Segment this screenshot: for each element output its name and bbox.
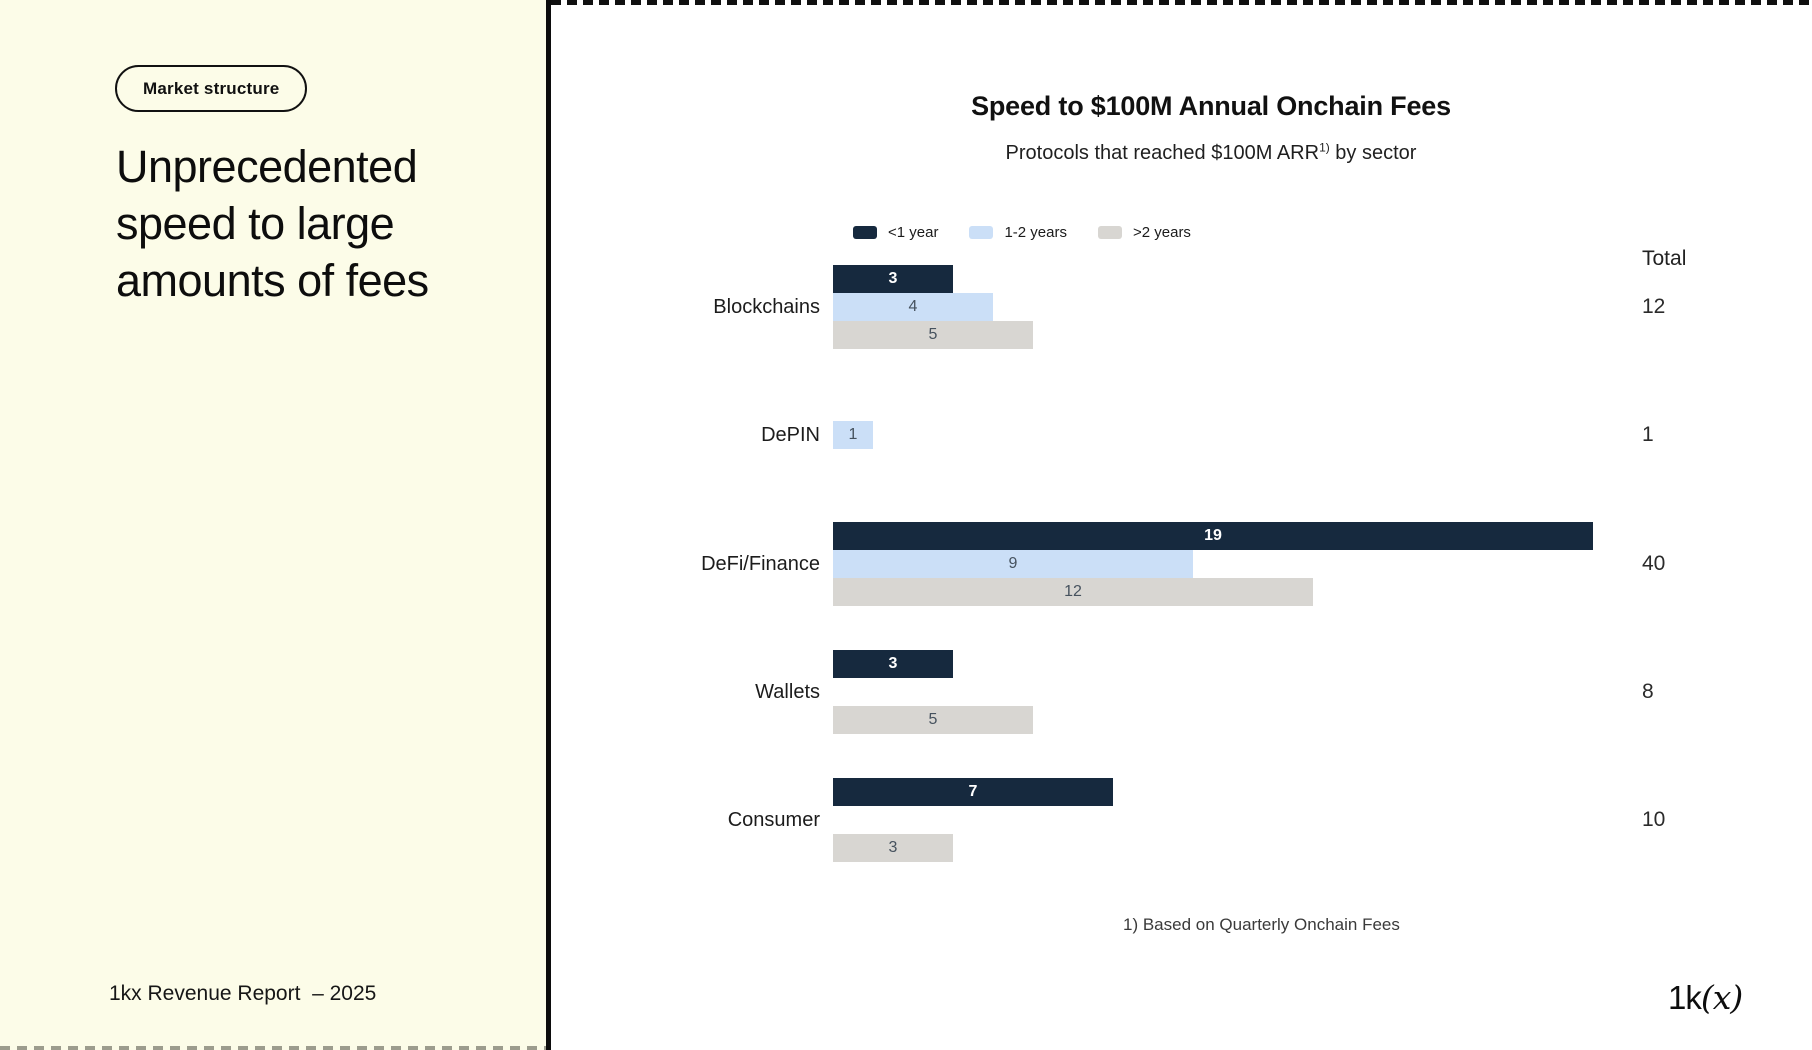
bar: 3 xyxy=(833,265,953,293)
logo-prefix: 1k xyxy=(1668,979,1702,1016)
report-footer: 1kx Revenue Report – 2025 xyxy=(109,982,377,1005)
bar: 7 xyxy=(833,778,1113,806)
chart-subtitle-suffix: by sector xyxy=(1329,142,1417,164)
vertical-divider xyxy=(546,0,551,1050)
bar-value: 9 xyxy=(1008,555,1018,572)
bottom-dashed-border xyxy=(0,1046,546,1050)
company-logo: 1k(x) xyxy=(1668,978,1743,1017)
category-label: Wallets xyxy=(755,681,820,703)
bar: 12 xyxy=(833,578,1313,606)
total-value: 8 xyxy=(1642,680,1654,703)
bar: 1 xyxy=(833,421,873,449)
legend-item: 1-2 years xyxy=(969,224,1067,241)
heading-line-3: amounts of fees xyxy=(116,255,429,306)
section-badge-label: Market structure xyxy=(143,78,280,98)
total-value: 40 xyxy=(1642,552,1666,575)
category-label: DeFi/Finance xyxy=(701,553,820,575)
section-badge: Market structure xyxy=(115,65,308,112)
chart-legend: <1 year 1-2 years >2 years xyxy=(853,224,1191,241)
bar-value: 3 xyxy=(888,270,898,287)
footnote-marker: 1) xyxy=(1319,140,1330,155)
bar-value: 3 xyxy=(888,655,898,672)
bar: 4 xyxy=(833,293,993,321)
bar: 3 xyxy=(833,650,953,678)
chart-subtitle: Protocols that reached $100M ARR1) by se… xyxy=(851,140,1571,165)
bar-value: 3 xyxy=(888,839,898,856)
bar: 5 xyxy=(833,706,1033,734)
bar-value: 4 xyxy=(908,298,918,315)
left-panel xyxy=(0,0,546,1050)
bar: 3 xyxy=(833,834,953,862)
heading-line-1: Unprecedented xyxy=(116,141,418,192)
bar-value: 7 xyxy=(968,783,978,800)
total-value: 1 xyxy=(1642,423,1654,446)
logo-open-paren: ( xyxy=(1700,978,1714,1017)
top-dashed-border xyxy=(551,0,1812,5)
total-column-header: Total xyxy=(1642,247,1687,270)
bar-value: 19 xyxy=(1204,527,1222,544)
bar: 19 xyxy=(833,522,1593,550)
legend-swatch xyxy=(969,226,994,239)
bar-value: 1 xyxy=(848,426,858,443)
legend-item: <1 year xyxy=(853,224,938,241)
legend-swatch xyxy=(853,226,877,239)
bar: 5 xyxy=(833,321,1033,349)
category-label: DePIN xyxy=(761,424,820,446)
bar-value: 5 xyxy=(928,711,938,728)
legend-label: <1 year xyxy=(888,224,939,241)
heading-line-2: speed to large xyxy=(116,198,395,249)
slide-heading: Unprecedented speed to large amounts of … xyxy=(116,138,616,309)
total-value: 12 xyxy=(1642,295,1666,318)
logo-close-paren: ) xyxy=(1730,978,1743,1017)
bar-value: 12 xyxy=(1064,583,1082,600)
total-value: 10 xyxy=(1642,808,1666,831)
logo-x: x xyxy=(1712,978,1732,1017)
legend-label: 1-2 years xyxy=(1004,224,1067,241)
chart-title: Speed to $100M Annual Onchain Fees xyxy=(971,91,1451,121)
bar-value: 5 xyxy=(928,326,938,343)
chart-footnote: 1) Based on Quarterly Onchain Fees xyxy=(1123,915,1400,934)
chart-subtitle-text: Protocols that reached $100M ARR xyxy=(1005,142,1320,164)
legend-swatch xyxy=(1097,226,1122,239)
legend-label: >2 years xyxy=(1132,224,1191,241)
bar: 9 xyxy=(833,550,1193,578)
legend-item: >2 years xyxy=(1097,224,1191,241)
category-label: Consumer xyxy=(727,809,820,831)
